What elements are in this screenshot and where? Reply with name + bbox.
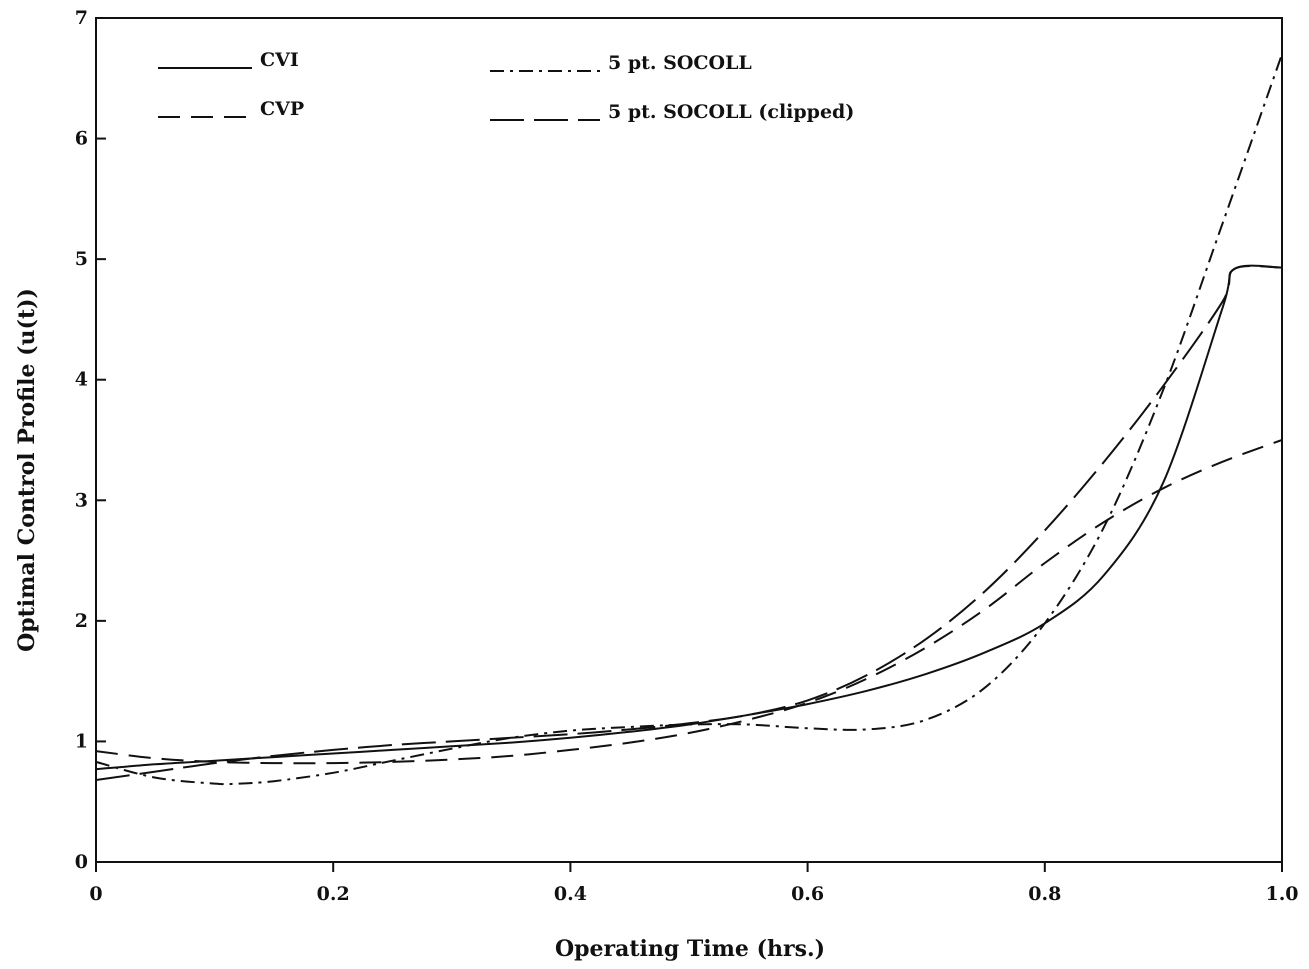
y-tick-label: 5 (75, 248, 88, 270)
y-tick-label: 7 (75, 7, 88, 29)
x-tick-label: 1.0 (1265, 883, 1298, 905)
legend-label: CVI (260, 49, 299, 71)
y-tick-label: 3 (75, 489, 88, 511)
x-tick-label: 0 (89, 883, 102, 905)
curves (95, 53, 1283, 786)
series-line-2 (95, 439, 1283, 765)
x-axis-title: Operating Time (hrs.) (555, 936, 825, 962)
y-tick-label: 6 (75, 128, 88, 150)
plot-frame (95, 17, 1283, 863)
x-tick-label: 0.4 (554, 883, 587, 905)
plot-border (95, 17, 1283, 863)
y-tick-label: 0 (75, 851, 88, 873)
series-line-3 (95, 53, 1283, 786)
x-tick-label: 0.8 (1028, 883, 1061, 905)
y-tick-label: 4 (75, 369, 88, 391)
y-axis-title: Optimal Control Profile (u(t)) (14, 288, 40, 652)
legend-label: 5 pt. SOCOLL (608, 52, 752, 74)
series-line-4 (95, 265, 1283, 781)
y-tick-label: 2 (75, 610, 88, 632)
ticks: 0 1 2 3 4 5 6 7 0 0.2 0.4 0.6 0.8 1.0 (75, 7, 1299, 905)
x-tick-label: 0.6 (791, 883, 824, 905)
y-tick-label: 1 (75, 730, 88, 752)
legend: CVI CVP 5 pt. SOCOLL 5 pt. SOCOLL (clipped) (158, 49, 854, 123)
series-line-1 (95, 264, 1283, 771)
x-tick-label: 0.2 (317, 883, 350, 905)
legend-label: CVP (260, 98, 304, 120)
legend-label: 5 pt. SOCOLL (clipped) (608, 101, 854, 123)
